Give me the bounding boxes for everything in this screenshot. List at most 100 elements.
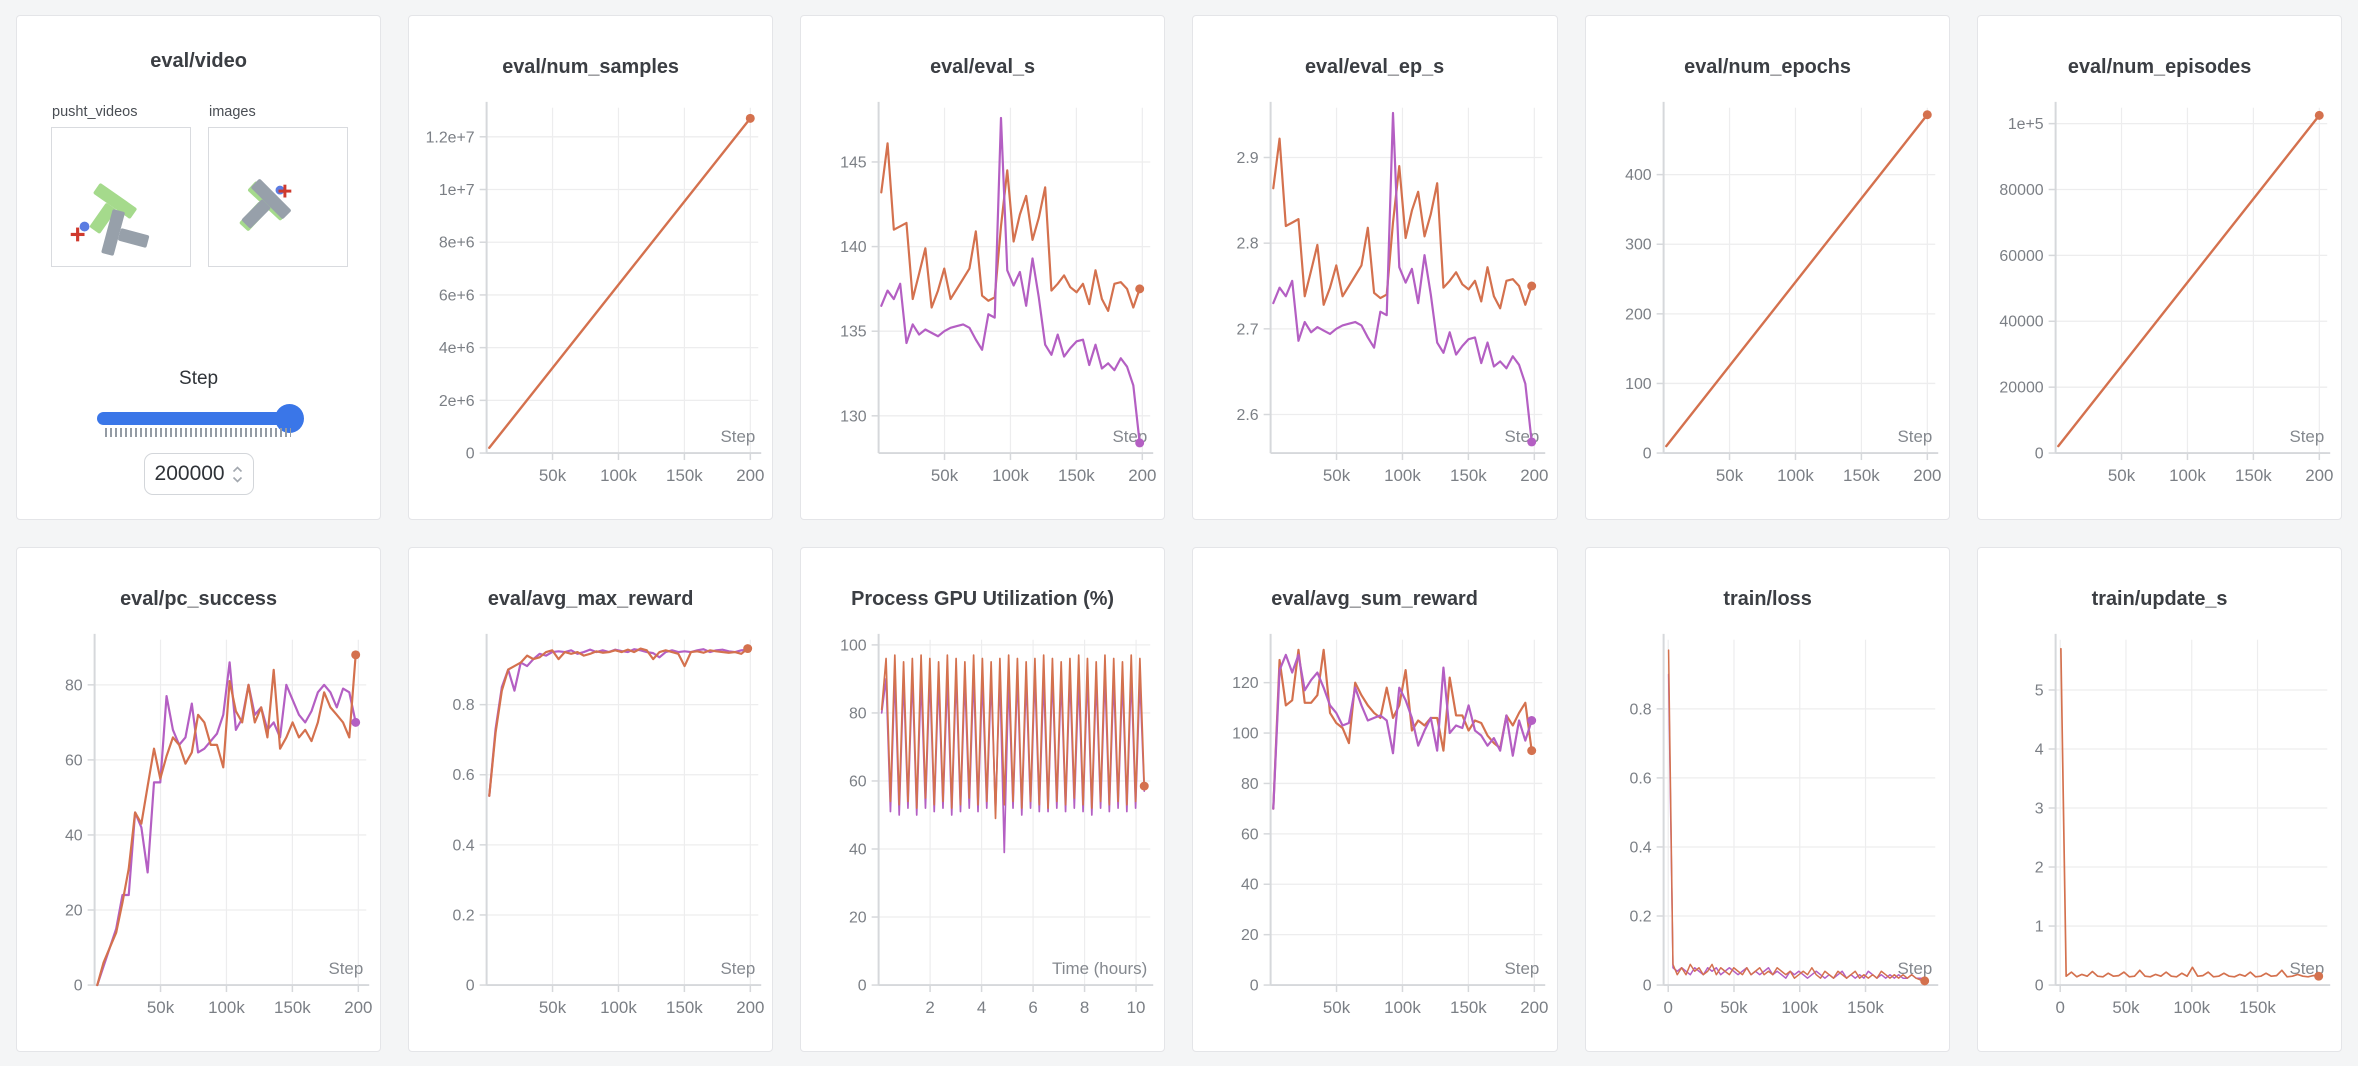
svg-text:60000: 60000 [1999, 248, 2043, 265]
pusht-scene-icon [70, 183, 150, 256]
svg-text:1.2e+7: 1.2e+7 [426, 129, 475, 146]
svg-text:Time (hours): Time (hours) [1052, 959, 1147, 978]
eval-pc-success-chart[interactable]: 0 20 40 60 80 50k 100k 150k 200 eval/pc_success St… [17, 548, 380, 1051]
eval-avg-sum-reward-chart[interactable]: 0 20 40 60 80 100 120 50k 100k 150k 200 eval/avg_su… [1193, 548, 1556, 1051]
svg-text:150k: 150k [1847, 998, 1884, 1017]
step-slider-ticks [104, 428, 291, 437]
images-thumbnail[interactable]: images [208, 104, 348, 267]
svg-text:50k: 50k [1720, 998, 1748, 1017]
svg-text:Step: Step [328, 959, 363, 978]
eval-num-episodes-chart[interactable]: 0 20000 40000 60000 80000 1e+5 50k 100k 150k 200 e… [1978, 16, 2341, 519]
svg-text:150k: 150k [666, 998, 703, 1017]
svg-text:Step: Step [1505, 959, 1540, 978]
eval-num-samples-chart[interactable]: 0 2e+6 4e+6 6e+6 8e+6 1e+7 1.2e+7 50k 100k 150k 20… [409, 16, 772, 519]
svg-text:0.6: 0.6 [453, 767, 475, 784]
svg-text:Step: Step [721, 427, 756, 446]
svg-text:0: 0 [2055, 998, 2064, 1017]
svg-text:2: 2 [926, 998, 935, 1017]
svg-text:100k: 100k [1385, 998, 1422, 1017]
svg-text:train/loss: train/loss [1723, 588, 1811, 610]
svg-text:50k: 50k [539, 466, 567, 485]
panel-eval-pc-success: 0 20 40 60 80 50k 100k 150k 200 eval/pc_success St… [16, 547, 382, 1052]
svg-text:Step: Step [1897, 427, 1932, 446]
eval-eval-ep-s-chart[interactable]: 2.6 2.7 2.8 2.9 50k 100k 150k 200 eval/eval_ep_s… [1193, 16, 1556, 519]
pusht-videos-label: pusht_videos [52, 104, 138, 120]
pusht-videos-thumbnail[interactable]: pusht_videos [51, 104, 191, 267]
images-label: images [209, 104, 256, 120]
panel-train-update-s: 0 1 2 3 4 5 0 50k 100k 150k train/update_s Step [1976, 547, 2342, 1052]
svg-text:150k: 150k [1451, 466, 1488, 485]
svg-text:eval/num_epochs: eval/num_epochs [1684, 56, 1851, 78]
svg-text:400: 400 [1625, 167, 1652, 184]
svg-text:0: 0 [858, 978, 867, 995]
svg-text:100k: 100k [1777, 466, 1814, 485]
pusht-videos-image[interactable] [51, 127, 191, 267]
svg-text:40: 40 [1241, 877, 1259, 894]
step-input-value: 200000 [154, 462, 225, 485]
svg-text:100: 100 [1233, 726, 1260, 743]
step-input-stepper [232, 465, 243, 483]
train-loss-chart[interactable]: 0 0.2 0.4 0.6 0.8 0 50k 100k 150k train/loss Step [1586, 548, 1949, 1051]
svg-text:4: 4 [2035, 741, 2044, 758]
svg-text:60: 60 [65, 752, 83, 769]
svg-text:0: 0 [2035, 978, 2044, 995]
svg-text:150k: 150k [2239, 998, 2276, 1017]
svg-text:6: 6 [1029, 998, 1038, 1017]
svg-text:20: 20 [849, 910, 867, 927]
svg-text:50k: 50k [1323, 466, 1351, 485]
svg-text:130: 130 [840, 408, 867, 425]
svg-text:100: 100 [840, 637, 867, 654]
svg-text:80: 80 [65, 677, 83, 694]
svg-text:Step: Step [721, 959, 756, 978]
svg-text:4e+6: 4e+6 [439, 340, 475, 357]
svg-text:100k: 100k [208, 998, 245, 1017]
svg-text:140: 140 [840, 239, 867, 256]
svg-text:100k: 100k [2169, 466, 2206, 485]
svg-text:10: 10 [1127, 998, 1146, 1017]
svg-text:150k: 150k [1451, 998, 1488, 1017]
svg-text:2.8: 2.8 [1237, 236, 1259, 253]
svg-text:3: 3 [2035, 800, 2044, 817]
svg-text:50k: 50k [1716, 466, 1744, 485]
svg-text:100k: 100k [600, 466, 637, 485]
svg-text:50k: 50k [931, 466, 959, 485]
eval-num-epochs-chart[interactable]: 0 100 200 300 400 50k 100k 150k 200 eval/num_epoc… [1586, 16, 1949, 519]
svg-text:100k: 100k [1781, 998, 1818, 1017]
svg-text:5: 5 [2035, 682, 2044, 699]
video-panel-title: eval/video [150, 50, 247, 72]
eval-avg-max-reward-chart[interactable]: 0 0.2 0.4 0.6 0.8 50k 100k 150k 200 eval/avg_max_… [409, 548, 772, 1051]
svg-text:150k: 150k [274, 998, 311, 1017]
svg-text:1e+7: 1e+7 [439, 182, 475, 199]
process-gpu-utilization-chart[interactable]: 0 20 40 60 80 100 2 4 6 8 10 Process GPU Utilizatio… [801, 548, 1164, 1051]
panel-eval-num-samples: 0 2e+6 4e+6 6e+6 8e+6 1e+7 1.2e+7 50k 100k 150k 20… [408, 15, 774, 520]
svg-text:200: 200 [736, 998, 764, 1017]
svg-text:0.4: 0.4 [453, 837, 475, 854]
svg-text:50k: 50k [539, 998, 567, 1017]
svg-text:100k: 100k [2173, 998, 2210, 1017]
svg-text:40000: 40000 [1999, 314, 2043, 331]
svg-text:40: 40 [65, 827, 83, 844]
svg-text:2: 2 [2035, 859, 2044, 876]
panel-eval-num-epochs: 0 100 200 300 400 50k 100k 150k 200 eval/num_epoc… [1584, 15, 1950, 520]
svg-text:145: 145 [840, 154, 867, 171]
step-input[interactable]: 200000 [143, 453, 254, 495]
svg-text:0.8: 0.8 [1629, 701, 1651, 718]
svg-text:0.4: 0.4 [1629, 839, 1651, 856]
svg-text:eval/avg_max_reward: eval/avg_max_reward [488, 588, 694, 610]
svg-text:40: 40 [849, 841, 867, 858]
image-scene-icon [239, 179, 292, 231]
svg-text:150k: 150k [2235, 466, 2272, 485]
svg-text:0: 0 [1642, 978, 1651, 995]
svg-text:train/update_s: train/update_s [2091, 588, 2227, 610]
svg-text:80000: 80000 [1999, 182, 2043, 199]
svg-text:8: 8 [1080, 998, 1089, 1017]
step-slider[interactable] [96, 403, 304, 439]
step-increment-icon[interactable] [232, 465, 243, 473]
step-control: Step 200000 [17, 368, 380, 495]
step-slider-track[interactable] [96, 412, 301, 425]
step-decrement-icon[interactable] [232, 476, 243, 483]
images-image[interactable] [208, 127, 348, 267]
svg-text:eval/pc_success: eval/pc_success [120, 588, 277, 610]
